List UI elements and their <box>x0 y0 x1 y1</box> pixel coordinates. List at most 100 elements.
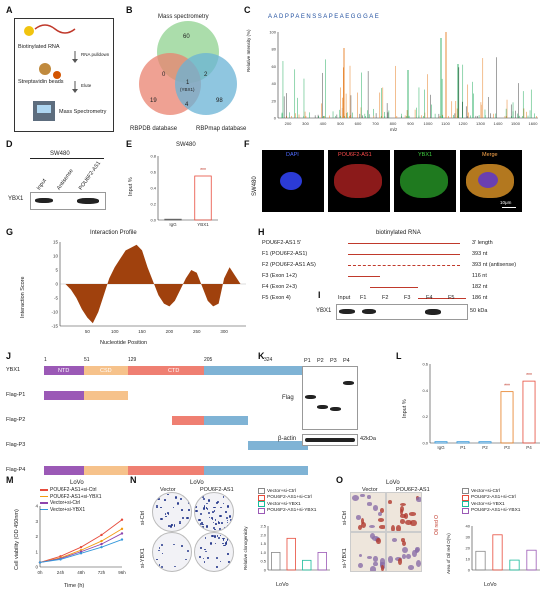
micro-merge: Merge 10μm <box>460 150 522 212</box>
panel-letter-e: E <box>126 139 133 149</box>
colony-dot <box>207 557 210 559</box>
bar-l-ytick: 0.0 <box>422 441 428 446</box>
construct-length: 3' length <box>472 240 493 246</box>
profile-xtick: 300 <box>220 329 228 334</box>
oilred-cell <box>402 554 407 559</box>
legend-label: Vector+si-YBX1 <box>50 506 86 513</box>
construct-line <box>418 298 466 299</box>
colony-dot <box>216 500 219 504</box>
colony-dot <box>215 556 218 559</box>
pou-cell <box>334 164 382 198</box>
legend-label: Vector+si-YBX1 <box>267 501 301 507</box>
construct-name: F5 (Exon 4) <box>262 295 291 301</box>
colony-well <box>152 532 192 572</box>
oilred-cell <box>370 566 376 571</box>
band-k-p2 <box>317 405 328 409</box>
colony-dot <box>160 517 163 520</box>
spectrum-xtick: 400 <box>320 121 327 126</box>
spectrum-xtick: 300 <box>302 121 309 126</box>
colony-dot <box>164 515 167 518</box>
colony-dot <box>159 547 161 549</box>
panel-letter-a: A <box>6 5 13 15</box>
bar-l-bar <box>478 441 492 444</box>
legend-label: Vector+si-Ctrl <box>471 488 500 494</box>
construct-length: 393 nt (antisense) <box>472 262 517 268</box>
colony-dot <box>217 536 221 540</box>
western-k-lane: P3 <box>330 358 337 364</box>
bar-o-ytick: 10 <box>466 557 471 562</box>
micro-dapi: DAPI <box>262 150 324 212</box>
colony-dot <box>195 561 199 564</box>
oilred-cell <box>358 562 363 568</box>
domain-segment <box>172 416 204 425</box>
line-m-legend-item: Vector+si-Ctrl <box>40 500 80 506</box>
construct-name: F1 (POU6F2-AS1) <box>262 251 308 257</box>
workflow-drawing <box>24 24 78 121</box>
oilred-cell <box>372 535 379 541</box>
oilred-cell <box>379 507 385 513</box>
colony-dot <box>219 534 222 536</box>
bar-l-xtick: P1 <box>460 445 466 450</box>
line-m-series <box>39 519 123 563</box>
line-m-ytick: 1 <box>35 549 38 554</box>
domain-bar <box>44 366 308 375</box>
oilred-cell <box>359 554 363 558</box>
band-k-actin <box>305 438 355 442</box>
micro-scalebar: 10μm <box>500 200 512 205</box>
colony-dot <box>207 511 211 515</box>
oilred-cell <box>403 512 409 519</box>
colony-dot <box>187 502 190 505</box>
colony-row-sictrl: si-Ctrl <box>140 510 146 525</box>
bar-e-ytick: 0.4 <box>150 186 156 191</box>
ybx1-cell <box>400 164 448 198</box>
colony-dot <box>226 524 229 527</box>
colony-dot <box>212 527 215 530</box>
panel-letter-c: C <box>244 5 251 15</box>
colony-dot <box>158 497 161 500</box>
colony-dot <box>226 538 228 541</box>
bar-l-sig: *** <box>526 373 532 379</box>
colony-dot <box>201 521 203 524</box>
bar-o-bar <box>509 559 520 571</box>
line-m-xtick: 96h <box>118 570 126 575</box>
oilred-cell <box>400 513 406 518</box>
colony-dot <box>209 542 212 545</box>
colony-dot <box>198 519 201 522</box>
peptide-sequence: AADPPAENSSAPEAEGGGAE <box>268 14 381 20</box>
oilred-cell <box>410 519 417 527</box>
venn-count-ms: 60 <box>183 34 190 40</box>
line-m-point <box>100 533 103 537</box>
spectrum-ytick: 0 <box>274 116 277 121</box>
line-m-title: LoVo <box>70 480 84 486</box>
colony-dot <box>226 519 229 521</box>
line-m-xtick: 0h <box>37 570 43 575</box>
colony-dot <box>216 535 219 537</box>
colony-dot <box>212 521 214 524</box>
step-streptavidin: Streptavidin beads <box>18 79 64 85</box>
bar-n-bar <box>286 537 296 571</box>
domain-row-label: Flag-P3 <box>6 442 26 448</box>
oilred-cell <box>415 560 421 568</box>
colony-dot <box>174 496 177 499</box>
venn-count-rbpmap: 98 <box>216 98 223 104</box>
construct-name: F2 (POU6F2-AS1 AS) <box>262 262 316 268</box>
colony-dot <box>201 523 204 526</box>
bar-e-title: SW480 <box>176 142 196 148</box>
colony-dot <box>163 533 166 535</box>
colony-dot <box>216 565 218 568</box>
step-elute: Elute <box>81 83 92 88</box>
colony-dot <box>204 536 206 540</box>
oilred-cell <box>405 553 412 560</box>
colony-dot <box>187 550 190 553</box>
colony-dot <box>186 517 189 520</box>
spectrum-xtick: 1100 <box>441 121 450 126</box>
bar-l-ytick: 0.4 <box>422 388 428 393</box>
bar-l-xtick: IgG <box>437 445 445 450</box>
bar-l-xtick: P4 <box>526 445 532 450</box>
oilred-cell <box>367 494 372 500</box>
legend-swatch <box>258 507 265 514</box>
oilred-cell <box>376 538 381 545</box>
colony-dot <box>181 509 183 511</box>
legend-swatch <box>462 501 469 507</box>
colony-dot <box>160 506 162 509</box>
